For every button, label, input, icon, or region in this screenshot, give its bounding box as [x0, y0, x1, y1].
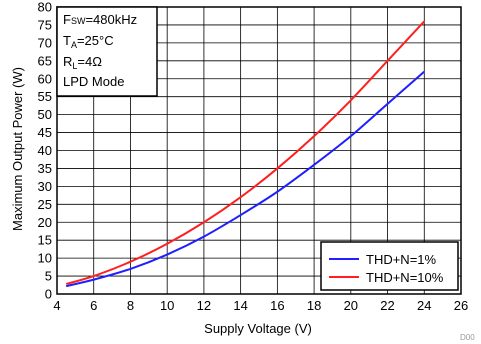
conditions-box: FSW=480kHz TA=25°C RL=4Ω LPD Mode	[56, 6, 158, 97]
x-tick-label: 24	[417, 298, 431, 313]
y-tick-label: 65	[38, 53, 52, 68]
annotation-fsw: FSW=480kHz	[63, 12, 137, 27]
y-tick-label: 80	[38, 0, 52, 15]
y-tick-label: 60	[38, 71, 52, 86]
x-tick-label: 6	[90, 298, 97, 313]
legend: THD+N=1% THD+N=10%	[320, 241, 459, 291]
plot-frame	[56, 6, 462, 295]
y-tick-label: 10	[38, 251, 52, 266]
y-tick-label: 0	[45, 287, 52, 302]
y-axis-ticks: 0 5 10 15 20 25 30 35 40 45 50 55 60 65 70 75 80	[38, 0, 52, 302]
x-tick-label: 8	[127, 298, 134, 313]
annotation-rl: RL=4Ω	[63, 54, 102, 71]
x-tick-label: 12	[197, 298, 211, 313]
x-tick-label: 4	[53, 298, 60, 313]
x-tick-label: 18	[307, 298, 321, 313]
x-axis-title: Supply Voltage (V)	[204, 321, 312, 336]
y-tick-label: 45	[38, 125, 52, 140]
figure-id: D00	[460, 333, 475, 342]
series-layer	[65, 20, 426, 288]
y-tick-label: 70	[38, 35, 52, 50]
y-axis-title: Maximum Output Power (W)	[10, 67, 25, 231]
series-line-2	[65, 20, 426, 285]
y-tick-label: 75	[38, 17, 52, 32]
y-tick-label: 15	[38, 233, 52, 248]
y-tick-label: 55	[38, 89, 52, 104]
y-tick-label: 25	[38, 197, 52, 212]
annotation-ta: TA=25°C	[63, 33, 114, 50]
legend-label-2: THD+N=10%	[366, 270, 444, 285]
x-tick-label: 14	[233, 298, 247, 313]
y-tick-label: 5	[45, 269, 52, 284]
y-tick-label: 35	[38, 161, 52, 176]
x-tick-label: 16	[270, 298, 284, 313]
x-axis-ticks: 4 6 8 10 12 14 16 18 20 22 24 26	[53, 298, 468, 313]
legend-label-1: THD+N=1%	[366, 252, 437, 267]
y-tick-label: 50	[38, 107, 52, 122]
series-line-1	[65, 70, 425, 288]
y-tick-label: 20	[38, 215, 52, 230]
annotation-mode: LPD Mode	[63, 74, 124, 89]
x-tick-label: 26	[454, 298, 468, 313]
x-tick-label: 20	[344, 298, 358, 313]
y-tick-label: 40	[38, 143, 52, 158]
x-tick-label: 10	[160, 298, 174, 313]
x-tick-label: 22	[380, 298, 394, 313]
y-tick-label: 30	[38, 179, 52, 194]
